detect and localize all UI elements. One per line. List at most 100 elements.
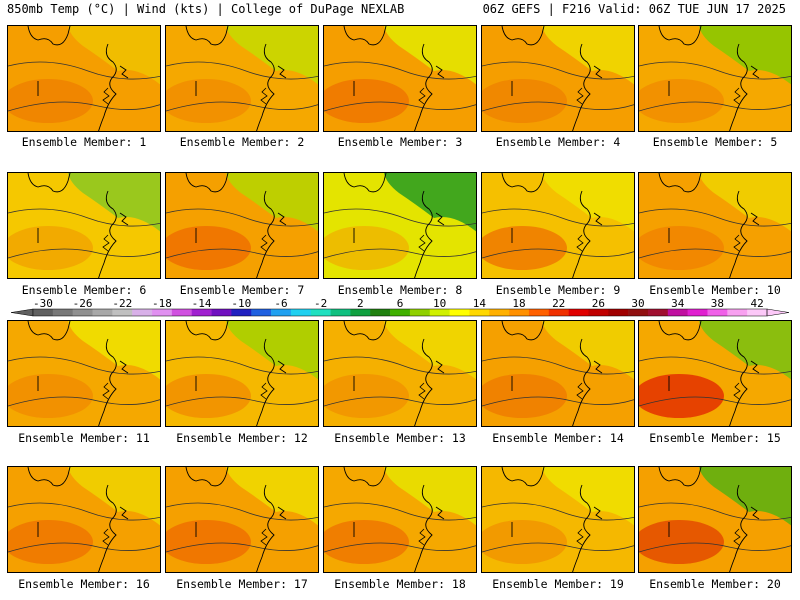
contour-line	[482, 396, 634, 407]
coastline	[260, 528, 268, 546]
temperature-map	[482, 26, 634, 131]
warm-air-region	[324, 374, 409, 418]
ensemble-member-label: Ensemble Member: 17	[176, 577, 308, 591]
cool-air-region	[542, 467, 634, 526]
coastline	[572, 43, 591, 131]
contour-line	[8, 61, 160, 80]
header-title-left: 850mb Temp (°C) | Wind (kts) | College o…	[7, 2, 405, 16]
warm-air-region	[166, 374, 251, 418]
ensemble-member-label: Ensemble Member: 5	[652, 135, 778, 149]
ensemble-member-map	[323, 25, 477, 132]
ensemble-member-label: Ensemble Member: 9	[495, 283, 621, 297]
cool-air-region	[384, 321, 476, 380]
colorbar-segment	[231, 309, 252, 316]
coastline	[256, 484, 275, 572]
coastline	[119, 65, 129, 79]
coastline	[435, 360, 445, 374]
coastline	[593, 506, 603, 520]
colorbar-outline	[32, 308, 768, 317]
coastline	[343, 173, 387, 193]
colorbar-tick-label: -6	[274, 297, 287, 310]
temperature-map	[8, 26, 160, 131]
contour-line	[8, 542, 160, 553]
colorbar-segment	[409, 309, 431, 316]
coastline	[750, 212, 760, 226]
cool-air-region	[68, 173, 160, 232]
coastline	[102, 528, 110, 546]
colorbar-tick-label: 10	[433, 297, 446, 310]
cool-air-region	[226, 467, 318, 526]
coastline	[750, 360, 760, 374]
coastline	[750, 65, 760, 79]
coastline	[501, 467, 545, 487]
coastline	[729, 190, 748, 278]
contour-line	[166, 356, 318, 375]
warm-air-region	[8, 79, 93, 123]
coastline	[501, 321, 545, 341]
contour-line	[482, 248, 634, 259]
contour-line	[8, 208, 160, 227]
coastline	[27, 467, 71, 487]
colorbar-segment	[727, 309, 748, 316]
coastline	[658, 173, 702, 193]
coastline	[576, 87, 584, 105]
warm-air-region	[166, 226, 251, 270]
colorbar-segment	[132, 309, 153, 316]
warm-air-region	[482, 226, 567, 270]
coastline	[98, 338, 117, 426]
ensemble-member-label: Ensemble Member: 20	[649, 577, 781, 591]
ensemble-member-label: Ensemble Member: 10	[649, 283, 781, 297]
coastline	[593, 360, 603, 374]
coastline	[658, 467, 702, 487]
contour-line	[324, 101, 476, 112]
colorbar-tick-label: 42	[750, 297, 763, 310]
contour-line	[166, 101, 318, 112]
warm-air-region	[324, 520, 409, 564]
colorbar-min-arrow	[10, 308, 34, 317]
warm-air-region	[8, 520, 93, 564]
cool-air-region	[699, 26, 791, 85]
colorbar-tick-label: 34	[671, 297, 685, 310]
ensemble-member-map	[7, 25, 161, 132]
temperature-map	[482, 173, 634, 278]
colorbar-tick-label: 14	[473, 297, 487, 310]
cool-air-region	[699, 467, 791, 526]
cool-air-region	[384, 467, 476, 526]
colorbar-segment	[390, 309, 411, 316]
coastline	[414, 190, 433, 278]
coastline	[576, 234, 584, 252]
coastline	[185, 467, 229, 487]
cool-air-region	[226, 26, 318, 85]
temperature-map	[324, 26, 476, 131]
colorbar-tick-label: 2	[357, 297, 364, 310]
ensemble-member-map	[481, 320, 635, 427]
temperature-map	[166, 467, 318, 572]
colorbar-tick-label: 22	[552, 297, 565, 310]
ensemble-member-map	[165, 25, 319, 132]
ensemble-member-label: Ensemble Member: 18	[334, 577, 466, 591]
coastline	[102, 87, 110, 105]
colorbar-tick-label: -2	[314, 297, 327, 310]
contour-line	[639, 208, 791, 227]
colorbar-segment	[171, 309, 193, 316]
ensemble-member-label: Ensemble Member: 19	[492, 577, 624, 591]
colorbar-segment	[370, 309, 391, 316]
ensemble-member-map	[323, 172, 477, 279]
coastline	[102, 234, 110, 252]
contour-line	[324, 61, 476, 80]
cool-air-region	[699, 173, 791, 232]
ensemble-member-map	[638, 466, 792, 573]
ensemble-member-label: Ensemble Member: 16	[18, 577, 150, 591]
ensemble-member-map	[165, 172, 319, 279]
contour-line	[166, 542, 318, 553]
colorbar-segment	[608, 309, 629, 316]
temperature-map	[8, 321, 160, 426]
colorbar-tick-label: 38	[711, 297, 724, 310]
temperature-map	[166, 26, 318, 131]
warm-air-region	[166, 79, 251, 123]
colorbar-tick-label: -14	[192, 297, 212, 310]
contour-line	[166, 208, 318, 227]
warm-air-region	[482, 520, 567, 564]
contour-line	[324, 208, 476, 227]
ensemble-member-label: Ensemble Member: 13	[334, 431, 466, 445]
